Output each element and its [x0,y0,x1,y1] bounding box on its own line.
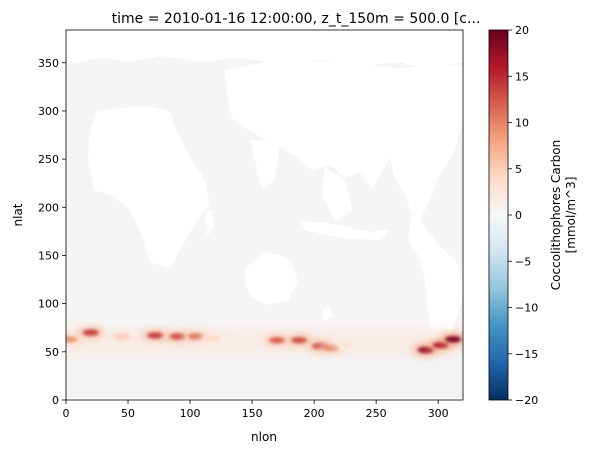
land-indonesia [300,220,390,240]
band-blob [113,333,130,340]
land-madagascar [205,210,214,236]
band-blob [204,335,221,342]
x-axis-label: nlon [251,430,277,444]
x-tick-label: 150 [242,407,263,420]
y-axis-ticks: 0 50 100 150 200 250 300 350 [38,57,66,407]
band-blob [82,329,99,336]
band-blob [169,333,186,340]
y-axis-label: nlat [11,203,25,226]
land-india [250,140,280,190]
plot-area [66,30,463,400]
colorbar-tick-label: 15 [515,70,529,83]
colorbar-tick-label: −15 [515,348,538,361]
land-arctic [66,30,463,70]
x-tick-label: 250 [366,407,387,420]
x-tick-label: 0 [63,407,70,420]
colorbar-tick-label: 20 [515,24,529,37]
colorbar-label-line2: [mmol/m^3] [564,177,578,254]
land-seasia [322,168,352,222]
y-tick-label: 150 [38,249,59,262]
band-blob [291,337,308,344]
land-africa [88,106,210,268]
y-tick-label: 250 [38,153,59,166]
x-axis-ticks: 0 50 100 150 200 250 300 [63,400,449,420]
southern-ocean-tint [66,352,463,400]
y-tick-label: 100 [38,298,59,311]
x-tick-label: 50 [121,407,135,420]
land-masses [66,30,463,400]
colorbar-tick-label: −10 [515,302,538,315]
colorbar-label-line1: Coccolithophores Carbon [549,140,563,291]
y-tick-label: 300 [38,105,59,118]
colorbar-tick-label: 5 [515,163,522,176]
x-tick-label: 200 [304,407,325,420]
band-blob [147,332,164,339]
land-americas [380,66,463,355]
band-blob [445,336,462,343]
colorbar: 20 15 10 5 0 −5 −10 −15 −20 Coccolithophores Car… [488,24,578,407]
colorbar-tick-label: 10 [515,117,529,130]
y-tick-label: 0 [52,394,59,407]
plot-frame [65,29,464,401]
colorbar-gradient [488,29,509,401]
band-blob [337,340,354,348]
x-tick-label: 300 [428,407,449,420]
land-australia [245,252,298,305]
y-tick-label: 350 [38,57,59,70]
x-tick-label: 100 [180,407,201,420]
land-antarctica [66,398,463,400]
y-tick-label: 200 [38,201,59,214]
colorbar-ticks: 20 15 10 5 0 −5 −10 −15 −20 [508,24,538,407]
colorbar-tick-label: −5 [515,255,531,268]
chart-title: time = 2010-01-16 12:00:00, z_t_150m = 5… [112,11,481,27]
colorbar-tick-label: 0 [515,209,522,222]
band-blob [268,337,285,344]
southern-ocean-band [66,326,463,357]
band-blob [66,336,78,343]
y-tick-label: 50 [45,346,59,359]
colorbar-tick-label: −20 [515,394,538,407]
land-nz [322,305,332,322]
